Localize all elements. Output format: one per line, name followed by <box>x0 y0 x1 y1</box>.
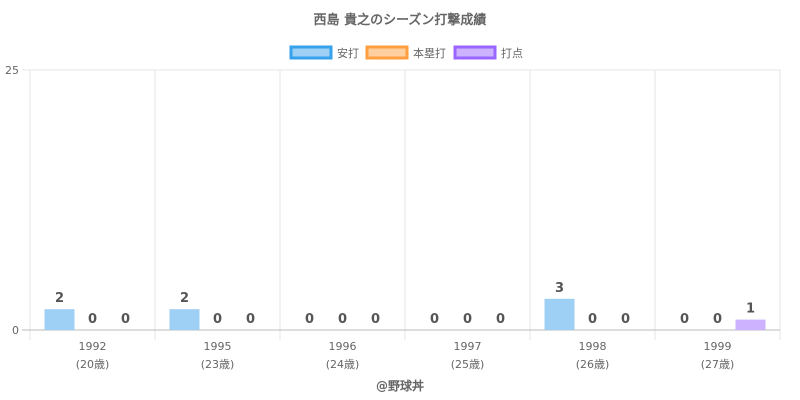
x-tick-sublabel: (24歳) <box>326 358 360 371</box>
data-label: 0 <box>88 312 97 327</box>
legend: 安打 本塁打 打点 <box>289 45 523 60</box>
data-label: 0 <box>713 312 722 327</box>
data-label: 0 <box>680 312 689 327</box>
bars <box>44 298 766 330</box>
footer-credit: @野球丼 <box>376 378 424 393</box>
data-label: 0 <box>371 312 380 327</box>
data-label: 0 <box>463 312 472 327</box>
legend-item-2[interactable]: 本塁打 <box>365 45 446 60</box>
data-label: 0 <box>121 312 130 327</box>
data-labels: 2 2 0 0 3 0 0 0 0 0 0 0 0 0 0 0 0 1 <box>55 281 755 327</box>
legend-swatch <box>453 45 497 60</box>
data-label: 0 <box>588 312 597 327</box>
x-tick-sublabel: (25歳) <box>451 358 485 371</box>
bar <box>44 309 75 330</box>
legend-swatch <box>289 45 333 60</box>
y-axis: 0 25 <box>5 64 19 337</box>
legend-item-1[interactable]: 安打 <box>289 45 359 60</box>
x-tick-label: 1995 <box>204 340 232 353</box>
x-tick-sublabel: (27歳) <box>701 358 735 371</box>
x-tick-sublabel: (23歳) <box>201 358 235 371</box>
data-label: 2 <box>55 291 64 306</box>
x-tick-label: 1997 <box>454 340 482 353</box>
x-tick-label: 1999 <box>704 340 732 353</box>
data-label: 2 <box>180 291 189 306</box>
data-label: 3 <box>555 281 564 296</box>
bar <box>169 309 200 330</box>
x-axis: 1992 (20歳) 1995 (23歳) 1996 (24歳) 1997 (25歳) 1998… <box>76 340 735 371</box>
chart-title: 西島 貴之のシーズン打撃成績 <box>314 12 487 28</box>
x-tick-sublabel: (26歳) <box>576 358 610 371</box>
data-label: 0 <box>246 312 255 327</box>
grid <box>22 69 781 340</box>
data-label: 1 <box>746 302 755 317</box>
data-label: 0 <box>621 312 630 327</box>
y-tick-label: 0 <box>12 324 19 337</box>
bar <box>544 298 575 330</box>
legend-label: 安打 <box>337 46 359 60</box>
x-tick-label: 1996 <box>329 340 357 353</box>
x-tick-label: 1992 <box>79 340 107 353</box>
bar <box>735 319 766 330</box>
x-tick-label: 1998 <box>579 340 607 353</box>
data-label: 0 <box>430 312 439 327</box>
data-label: 0 <box>338 312 347 327</box>
data-label: 0 <box>496 312 505 327</box>
x-tick-sublabel: (20歳) <box>76 358 110 371</box>
legend-swatch <box>365 45 409 60</box>
data-label: 0 <box>213 312 222 327</box>
y-tick-label: 25 <box>5 64 19 77</box>
legend-item-3[interactable]: 打点 <box>453 45 523 60</box>
legend-label: 本塁打 <box>413 46 446 60</box>
legend-label: 打点 <box>501 46 523 60</box>
data-label: 0 <box>305 312 314 327</box>
